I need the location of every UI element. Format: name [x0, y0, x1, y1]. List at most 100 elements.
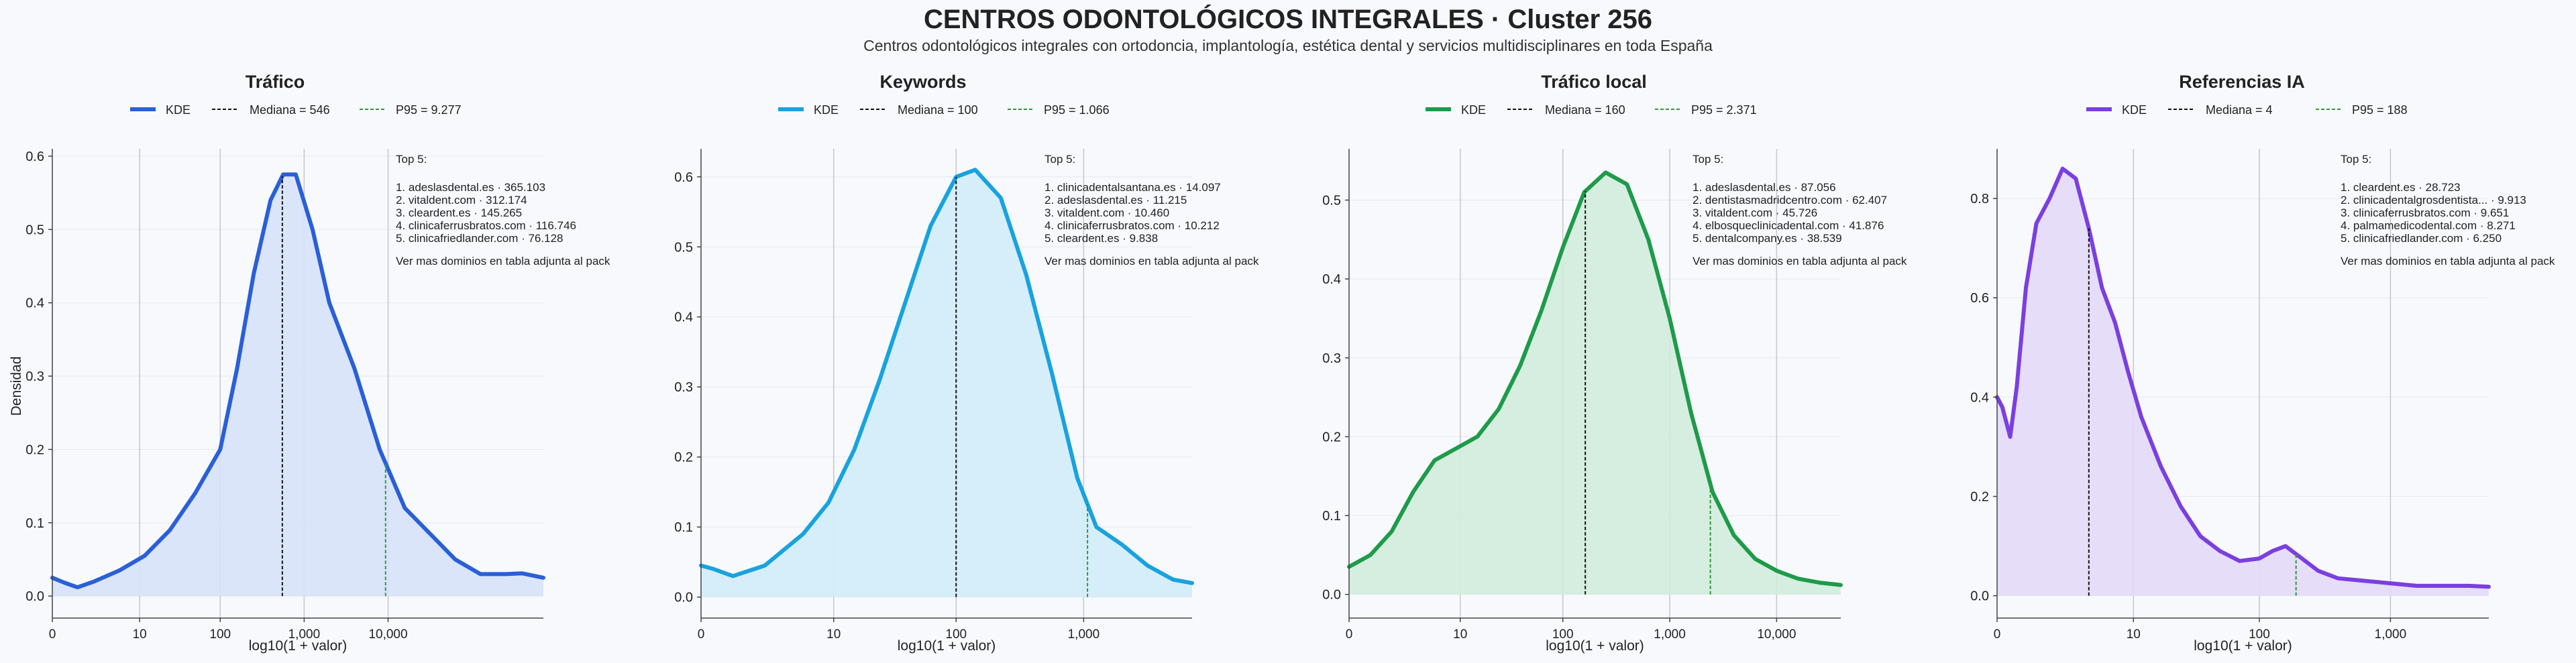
annotation-item: 2. clinicadentalgrosdentista... · 9.913: [2341, 194, 2526, 206]
annotation-heading: Top 5:: [1044, 153, 1075, 166]
legend-p95-label: P95 = 2.371: [1691, 103, 1757, 117]
annotation-item: 5. clinicafriedlander.com · 6.250: [2341, 232, 2502, 245]
annotation-item: 5. cleardent.es · 9.838: [1044, 232, 1158, 245]
annotation-item: 5. clinicafriedlander.com · 76.128: [396, 232, 563, 245]
y-tick-label: 0.6: [1970, 291, 1989, 306]
y-tick-label: 0.0: [1322, 588, 1341, 603]
x-axis-label: log10(1 + valor): [249, 638, 347, 654]
x-tick-label: 0: [1994, 627, 2001, 642]
kde-area: [52, 174, 543, 597]
x-tick-label: 0: [1346, 627, 1353, 642]
y-tick-label: 0.3: [1322, 351, 1341, 366]
legend-kde-label: KDE: [814, 103, 839, 117]
y-tick-label: 0.3: [674, 380, 693, 395]
annotation-heading: Top 5:: [2341, 153, 2371, 166]
y-tick-label: 0.2: [25, 442, 44, 457]
legend-kde-label: KDE: [1461, 103, 1486, 117]
annotation-heading: Top 5:: [396, 153, 427, 166]
figure-title: CENTROS ODONTOLÓGICOS INTEGRALES · Clust…: [924, 3, 1652, 34]
x-axis-label: log10(1 + valor): [2194, 638, 2292, 654]
y-tick-label: 0.8: [1970, 192, 1989, 206]
y-tick-label: 0.4: [25, 296, 44, 311]
x-tick-label: 10,000: [368, 627, 407, 642]
legend-p95-label: P95 = 9.277: [396, 103, 462, 117]
annotation-item: 1. cleardent.es · 28.723: [2341, 181, 2461, 194]
chart-panel-2: Keywords KDE Mediana = 100 P95 = 1.066 0.0 0.…: [674, 72, 1259, 654]
annotation-item: 3. vitaldent.com · 10.460: [1044, 206, 1169, 219]
x-tick-label: 10: [1453, 627, 1467, 642]
x-tick-label: 1,000: [1654, 627, 1686, 642]
annotation-item: 5. dentalcompany.es · 38.539: [1693, 232, 1842, 245]
x-tick-label: 0: [698, 627, 705, 642]
annotation-heading: Top 5:: [1693, 153, 1723, 166]
annotation-item: 2. vitaldent.com · 312.174: [396, 194, 527, 206]
y-tick-label: 0.1: [1322, 509, 1341, 524]
annotation-item: 1. adeslasdental.es · 365.103: [396, 181, 545, 194]
x-tick-label: 100: [1552, 627, 1574, 642]
x-tick-label: 100: [209, 627, 231, 642]
panel-title: Tráfico: [246, 72, 305, 92]
y-tick-label: 0.4: [1970, 390, 1989, 405]
x-tick-label: 100: [2249, 627, 2270, 642]
y-tick-label: 0.5: [25, 223, 44, 237]
panel-title: Referencias IA: [2179, 72, 2305, 92]
legend-kde-label: KDE: [2122, 103, 2147, 117]
legend-median-label: Mediana = 100: [898, 103, 978, 117]
chart-panels: Tráfico KDE Mediana = 546 P95 = 9.277 0.0 0.1…: [9, 72, 2555, 654]
y-axis-label: Densidad: [9, 357, 24, 416]
y-tick-label: 0.2: [1322, 430, 1341, 444]
annotation-item: 2. adeslasdental.es · 11.215: [1044, 194, 1187, 206]
annotation-item: 2. dentistasmadridcentro.com · 62.407: [1693, 194, 1887, 206]
legend-p95-label: P95 = 188: [2352, 103, 2408, 117]
y-tick-label: 0.6: [25, 149, 44, 164]
kde-line: [1347, 170, 1843, 587]
y-tick-label: 0.5: [1322, 193, 1341, 208]
kde-line: [1995, 166, 2491, 589]
chart-panel-4: Referencias IA KDE Mediana = 4 P95 = 188 0.0…: [1970, 72, 2555, 654]
kde-area: [1997, 168, 2489, 596]
legend-p95-label: P95 = 1.066: [1044, 103, 1110, 117]
annotation-item: 4. clinicaferrusbratos.com · 116.746: [396, 219, 576, 232]
annotation-item: 4. clinicaferrusbratos.com · 10.212: [1044, 219, 1220, 232]
chart-panel-1: Tráfico KDE Mediana = 546 P95 = 9.277 0.0 0.1…: [9, 72, 610, 654]
annotation-item: 4. palmamedicodental.com · 8.271: [2341, 219, 2516, 232]
y-tick-label: 0.2: [674, 450, 693, 465]
x-tick-label: 0: [49, 627, 56, 642]
y-tick-label: 0.3: [25, 369, 44, 384]
x-axis-label: log10(1 + valor): [898, 638, 996, 654]
x-tick-label: 10: [133, 627, 147, 642]
annotation-item: 1. clinicadentalsantana.es · 14.097: [1044, 181, 1221, 194]
y-tick-label: 0.1: [674, 520, 693, 535]
x-axis-label: log10(1 + valor): [1546, 638, 1644, 654]
y-tick-label: 0.0: [25, 589, 44, 604]
annotation-item: 3. cleardent.es · 145.265: [396, 206, 522, 219]
y-tick-label: 0.0: [1970, 589, 1989, 604]
legend-median-label: Mediana = 4: [2206, 103, 2273, 117]
annotation-footer: Ver mas dominios en tabla adjunta al pac…: [1044, 255, 1259, 267]
legend-kde-label: KDE: [166, 103, 191, 117]
x-tick-label: 1,000: [288, 627, 321, 642]
annotation-item: 3. vitaldent.com · 45.726: [1693, 206, 1817, 219]
x-tick-label: 10: [2127, 627, 2141, 642]
y-tick-label: 0.4: [1322, 272, 1341, 287]
y-tick-label: 0.0: [674, 591, 693, 605]
x-tick-label: 1,000: [2375, 627, 2407, 642]
panel-title: Keywords: [879, 72, 966, 92]
x-tick-label: 10,000: [1757, 627, 1796, 642]
kde-area: [701, 170, 1192, 597]
y-tick-label: 0.1: [25, 516, 44, 531]
annotation-item: 4. elbosqueclinicadental.com · 41.876: [1693, 219, 1884, 232]
y-tick-label: 0.6: [674, 170, 693, 185]
annotation-item: 1. adeslasdental.es · 87.056: [1693, 181, 1836, 194]
annotation-footer: Ver mas dominios en tabla adjunta al pac…: [2341, 255, 2555, 267]
kde-area: [1349, 172, 1841, 595]
annotation-footer: Ver mas dominios en tabla adjunta al pac…: [396, 255, 610, 267]
legend-median-label: Mediana = 160: [1545, 103, 1625, 117]
panel-title: Tráfico local: [1541, 72, 1647, 92]
x-tick-label: 10: [826, 627, 841, 642]
legend-median-label: Mediana = 546: [250, 103, 330, 117]
y-tick-label: 0.5: [674, 240, 693, 255]
figure-subtitle: Centros odontológicos integrales con ort…: [863, 37, 1713, 54]
x-tick-label: 1,000: [1068, 627, 1100, 642]
